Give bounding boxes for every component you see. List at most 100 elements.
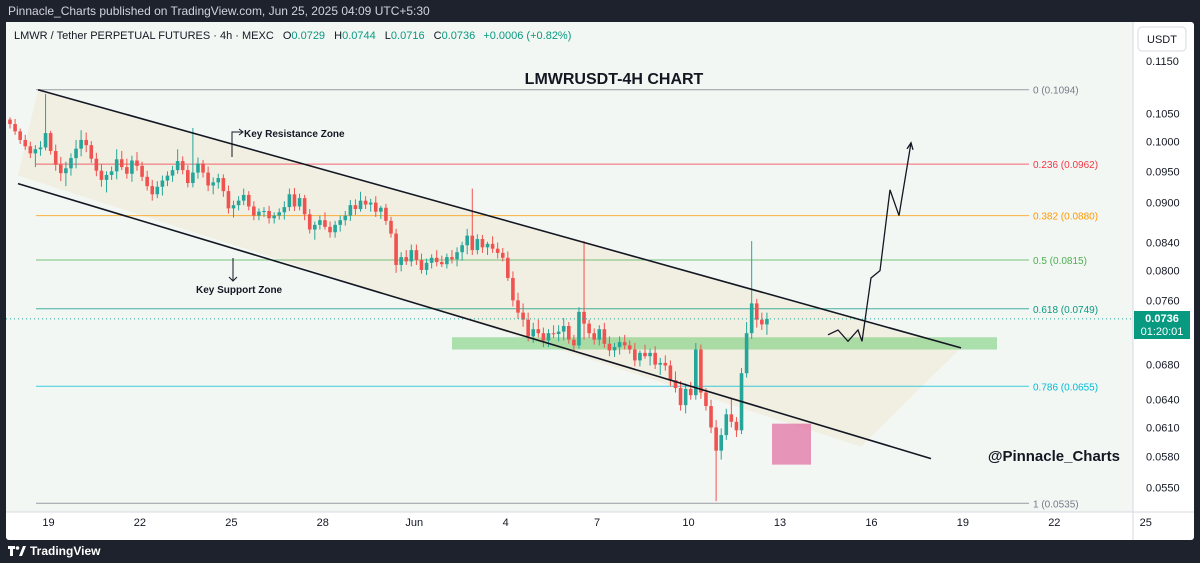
candle-body: [399, 257, 403, 265]
candle-body: [262, 211, 266, 213]
time-tick-label: 25: [1140, 517, 1152, 529]
channel-upper-line[interactable]: [37, 88, 962, 349]
candle-body: [729, 414, 734, 422]
candle-body: [643, 352, 647, 357]
candle-body: [531, 329, 536, 337]
candle-body: [43, 133, 48, 148]
candle-body: [287, 194, 292, 208]
time-tick-label: 19: [42, 517, 54, 529]
bar-countdown: 01:20:01: [1141, 326, 1184, 338]
currency-button[interactable]: USDT: [1137, 26, 1187, 52]
candle-body: [638, 352, 642, 361]
candle-body: [363, 200, 368, 205]
candle-body: [343, 215, 348, 221]
candle-body: [59, 164, 63, 174]
candle-body: [109, 171, 114, 175]
candle-body: [216, 178, 221, 183]
candle-body: [145, 176, 149, 187]
candle-body: [267, 211, 271, 219]
price-tick-label: 0.0580: [1146, 452, 1180, 464]
price-chart[interactable]: 0 (0.1094) 0.236 (0.0962) 0.382 (0.0880) 0.…: [6, 22, 1194, 540]
candle-body: [704, 392, 708, 407]
projection-polyline[interactable]: [827, 142, 912, 343]
candle-body: [368, 202, 373, 205]
candle-body: [307, 214, 312, 230]
price-tick-label: 0.1150: [1146, 56, 1179, 68]
candle-body: [226, 191, 231, 209]
price-axis[interactable]: 0.1150 0.1050 0.1000 0.0950 0.0900 0.0840 0.08…: [1146, 56, 1180, 494]
candle-body: [140, 165, 144, 177]
candle-body: [516, 300, 520, 313]
fib-level-label: 0.236 (0.0962): [1033, 160, 1098, 171]
candle-body: [379, 207, 383, 212]
candle-body: [389, 220, 393, 234]
candle-body: [8, 119, 12, 125]
projection-arrowhead[interactable]: [906, 141, 914, 151]
candle-body: [424, 262, 429, 270]
candle-body: [282, 207, 287, 213]
candle-body: [394, 233, 398, 265]
candle-body: [465, 235, 469, 246]
candle-body: [455, 252, 459, 260]
candle-body: [546, 333, 551, 341]
projection-path[interactable]: [827, 141, 914, 343]
price-tick-label: 0.0800: [1146, 266, 1180, 278]
time-tick-label: 10: [682, 517, 694, 529]
candle-body: [526, 319, 530, 337]
time-tick-label: 25: [225, 517, 237, 529]
candle-body: [506, 257, 510, 278]
last-price-value: 0.0736: [1145, 313, 1179, 325]
candle-body: [419, 259, 424, 270]
candle-body: [536, 329, 541, 334]
candle-body: [69, 158, 73, 169]
currency-button-label[interactable]: USDT: [1147, 34, 1177, 46]
candle-body: [587, 323, 591, 334]
candle-body: [450, 257, 454, 260]
candle-body: [196, 163, 200, 173]
fib-level-label: 0.382 (0.0880): [1033, 212, 1098, 223]
time-tick-label: 13: [774, 517, 786, 529]
candle-body: [38, 147, 43, 150]
candle-body: [155, 186, 160, 195]
candle-body: [409, 250, 414, 262]
candle-body: [221, 178, 226, 192]
candle-body: [150, 186, 155, 195]
candle-body: [328, 226, 332, 233]
trend-channel-lines[interactable]: [17, 88, 962, 460]
candle-body: [353, 205, 358, 210]
price-tick-label: 0.0610: [1146, 422, 1180, 434]
candle-body: [440, 262, 444, 265]
price-tick-label: 0.1050: [1146, 108, 1180, 120]
candle-body: [521, 312, 525, 320]
candle-body: [277, 212, 282, 216]
currency-button-frame[interactable]: [1137, 26, 1187, 52]
candle-body: [653, 352, 657, 365]
candle-body: [561, 326, 566, 332]
time-tick-label: 22: [1048, 517, 1060, 529]
price-tick-label: 0.0760: [1146, 295, 1180, 307]
candle-body: [719, 435, 723, 451]
time-axis[interactable]: 19222528Jun4710131619222528Jul47: [42, 517, 1194, 529]
time-tick-label: 28: [317, 517, 329, 529]
candle-body: [292, 194, 297, 207]
candle-body: [191, 172, 195, 184]
candle-body: [297, 198, 302, 207]
candle-body: [602, 329, 607, 344]
candle-body: [617, 342, 622, 348]
candle-body: [541, 333, 546, 341]
candle-body: [434, 257, 439, 263]
candle-body: [445, 257, 449, 265]
candle-body: [257, 211, 261, 216]
demand-zone-box: [772, 423, 811, 465]
candle-body: [302, 198, 307, 215]
channel-lower-line[interactable]: [17, 182, 932, 460]
price-tick-label: 0.0840: [1146, 237, 1180, 249]
candle-body: [211, 182, 215, 186]
fib-level-label: 0.618 (0.0749): [1033, 305, 1098, 316]
candle-body: [744, 333, 749, 374]
candle-body: [404, 257, 409, 262]
candle-body: [592, 333, 596, 340]
publisher-line: Pinnacle_Charts published on TradingView…: [8, 4, 430, 18]
candle-body: [673, 380, 678, 389]
candle-body: [754, 303, 759, 320]
